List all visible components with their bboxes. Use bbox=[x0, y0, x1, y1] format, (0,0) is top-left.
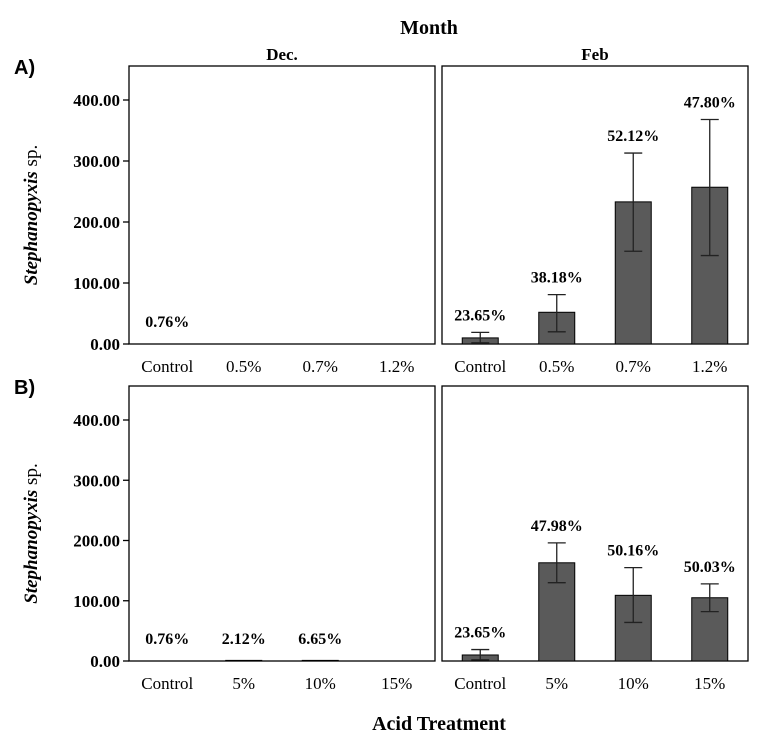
panel-a-feb: Control 23.65% 0.5% 38.18% 0.7% 52.12% 1.2% 47.… bbox=[441, 65, 749, 376]
y-axis-label: Stephanopyxis sp. bbox=[21, 463, 42, 603]
data-label: 50.16% bbox=[607, 543, 659, 560]
category-label: Control bbox=[454, 674, 506, 693]
category-label: 15% bbox=[381, 674, 412, 693]
bar bbox=[301, 659, 339, 662]
data-label: 0.76% bbox=[145, 314, 189, 331]
y-tick-label: 100.00 bbox=[73, 274, 120, 293]
y-tick-label: 200.00 bbox=[73, 213, 120, 232]
panel-a-dec: 0.00 100.00 200.00 300.00 400.00 A) Stephanopy… bbox=[14, 57, 436, 376]
data-label: 50.03% bbox=[684, 559, 736, 576]
panel-label: B) bbox=[14, 377, 35, 399]
y-tick-label: 300.00 bbox=[73, 152, 120, 171]
x-axis-label: Acid Treatment bbox=[372, 713, 506, 735]
category-label: 0.5% bbox=[226, 357, 261, 376]
y-axis-label-species: Stephanopyxis bbox=[21, 171, 42, 285]
panel-b-dec: 0.00 100.00 200.00 300.00 400.00 B) Stephanopy… bbox=[14, 377, 436, 693]
category-label: Control bbox=[454, 357, 506, 376]
y-tick-label: 100.00 bbox=[73, 592, 120, 611]
category-label: 0.7% bbox=[616, 357, 651, 376]
y-tick-label: 300.00 bbox=[73, 471, 120, 490]
figure-title: Month bbox=[400, 17, 458, 39]
y-tick-label: 200.00 bbox=[73, 532, 120, 551]
y-tick-label: 400.00 bbox=[73, 91, 120, 110]
data-label: 23.65% bbox=[454, 625, 506, 642]
category-label: 1.2% bbox=[379, 357, 414, 376]
category-label: 0.5% bbox=[539, 357, 574, 376]
column-header-dec: Dec. bbox=[266, 45, 298, 64]
category-label: 10% bbox=[305, 674, 336, 693]
panel-b-feb: Control 23.65% 5% 47.98% 10% 50.16% 15% 50.03% bbox=[441, 385, 749, 693]
bar bbox=[225, 659, 263, 662]
category-label: 5% bbox=[232, 674, 255, 693]
y-tick-label: 400.00 bbox=[73, 411, 120, 430]
y-axis-label-suffix: sp. bbox=[21, 145, 42, 171]
column-header-feb: Feb bbox=[581, 45, 608, 64]
category-label: Control bbox=[141, 357, 193, 376]
data-label: 23.65% bbox=[454, 307, 506, 324]
category-label: 0.7% bbox=[303, 357, 338, 376]
data-label: 47.80% bbox=[684, 95, 736, 112]
category-label: 5% bbox=[545, 674, 568, 693]
data-label: 0.76% bbox=[145, 631, 189, 648]
y-axis-label-species: Stephanopyxis bbox=[21, 490, 42, 604]
y-axis-label: Stephanopyxis sp. bbox=[21, 145, 42, 285]
panel-frame bbox=[441, 385, 749, 662]
data-label: 6.65% bbox=[298, 631, 342, 648]
data-label: 52.12% bbox=[607, 128, 659, 145]
panel-grid: Dec. Feb 0.00 100.00 200.00 300.00 400.00 A) Ste… bbox=[14, 45, 749, 693]
category-label: 15% bbox=[694, 674, 725, 693]
data-label: 47.98% bbox=[531, 518, 583, 535]
data-label: 2.12% bbox=[222, 631, 266, 648]
panel-frame bbox=[128, 65, 436, 345]
panel-frame bbox=[441, 65, 749, 345]
category-label: Control bbox=[141, 674, 193, 693]
panel-label: A) bbox=[14, 57, 35, 79]
panel-frame bbox=[128, 385, 436, 662]
y-tick-label: 0.00 bbox=[90, 335, 120, 354]
data-label: 38.18% bbox=[531, 270, 583, 287]
y-axis-label-suffix: sp. bbox=[21, 463, 42, 489]
category-label: 10% bbox=[618, 674, 649, 693]
category-label: 1.2% bbox=[692, 357, 727, 376]
y-tick-label: 0.00 bbox=[90, 652, 120, 671]
